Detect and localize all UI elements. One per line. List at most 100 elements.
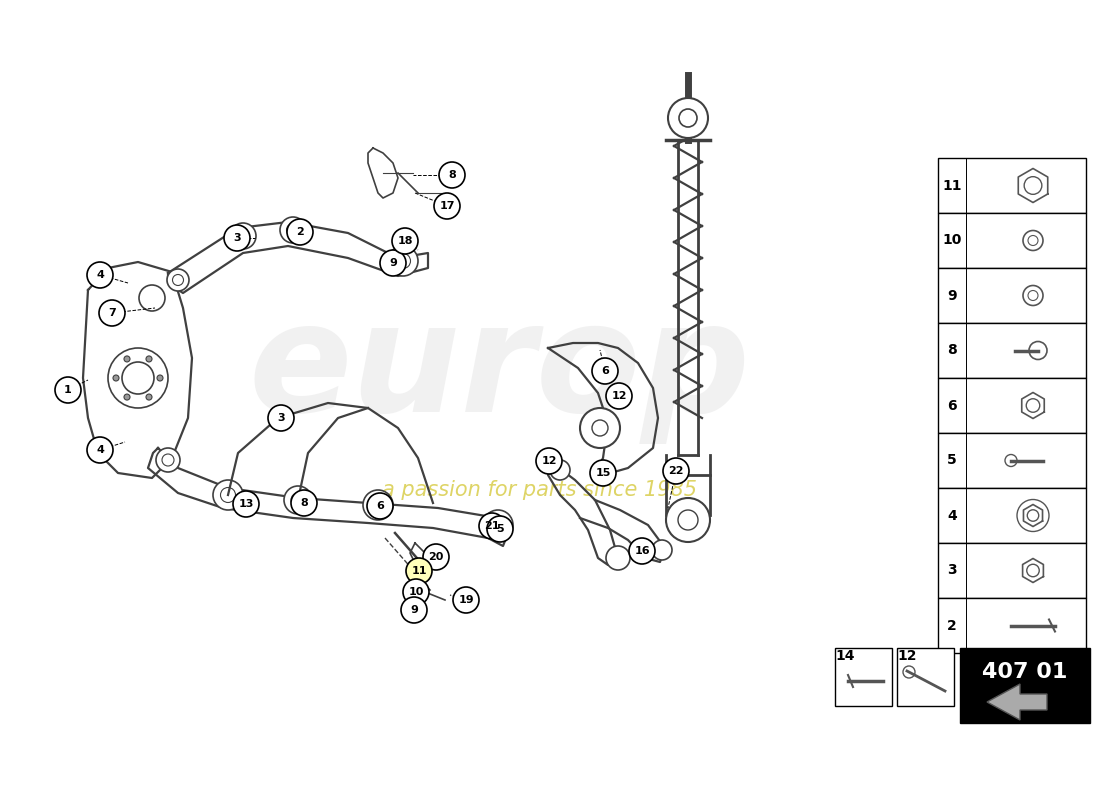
Text: 12: 12: [541, 456, 557, 466]
Text: 9: 9: [947, 289, 957, 302]
Circle shape: [224, 225, 250, 251]
Circle shape: [439, 162, 465, 188]
Circle shape: [424, 544, 449, 570]
Circle shape: [113, 375, 119, 381]
Text: 13: 13: [239, 499, 254, 509]
Text: 1: 1: [64, 385, 72, 395]
Circle shape: [230, 223, 256, 249]
Circle shape: [478, 513, 505, 539]
Text: 407 01: 407 01: [982, 662, 1068, 682]
Circle shape: [157, 375, 163, 381]
Circle shape: [483, 510, 513, 540]
Text: 10: 10: [408, 587, 424, 597]
Circle shape: [487, 516, 513, 542]
Circle shape: [146, 356, 152, 362]
Text: 16: 16: [635, 546, 650, 556]
Text: 2: 2: [296, 227, 304, 237]
Circle shape: [590, 460, 616, 486]
Text: 5: 5: [947, 454, 957, 467]
Text: 8: 8: [448, 170, 455, 180]
Circle shape: [606, 383, 632, 409]
Circle shape: [580, 408, 620, 448]
Circle shape: [629, 538, 654, 564]
Circle shape: [287, 219, 314, 245]
Text: 5: 5: [496, 524, 504, 534]
Circle shape: [268, 405, 294, 431]
Circle shape: [99, 300, 125, 326]
Circle shape: [606, 546, 630, 570]
Circle shape: [167, 269, 189, 291]
Text: 15: 15: [595, 468, 610, 478]
Text: 20: 20: [428, 552, 443, 562]
Circle shape: [233, 491, 258, 517]
Text: 8: 8: [947, 343, 957, 358]
Text: 6: 6: [601, 366, 609, 376]
Text: 12: 12: [898, 649, 916, 663]
Text: 4: 4: [96, 445, 103, 455]
Text: europ: europ: [249, 295, 751, 445]
Circle shape: [668, 98, 708, 138]
Circle shape: [402, 597, 427, 623]
Text: 6: 6: [947, 398, 957, 413]
Circle shape: [666, 498, 710, 542]
Circle shape: [363, 490, 393, 520]
Circle shape: [280, 217, 306, 243]
Circle shape: [663, 458, 689, 484]
Circle shape: [550, 460, 570, 480]
Circle shape: [55, 377, 81, 403]
Text: a passion for parts since 1985: a passion for parts since 1985: [383, 480, 697, 500]
Bar: [938, 488, 1086, 543]
Circle shape: [87, 437, 113, 463]
Text: 18: 18: [397, 236, 412, 246]
Circle shape: [284, 486, 312, 514]
Bar: [938, 378, 1086, 433]
Circle shape: [434, 193, 460, 219]
Text: 8: 8: [300, 498, 308, 508]
Bar: [938, 158, 1086, 213]
Circle shape: [292, 490, 317, 516]
Text: 3: 3: [277, 413, 285, 423]
Text: 9: 9: [389, 258, 397, 268]
Circle shape: [124, 356, 130, 362]
Circle shape: [453, 587, 478, 613]
Circle shape: [652, 540, 672, 560]
Bar: [835, 648, 892, 706]
Text: 2: 2: [947, 618, 957, 633]
Circle shape: [592, 358, 618, 384]
Text: 3: 3: [947, 563, 957, 578]
Text: 11: 11: [943, 178, 961, 193]
Text: 4: 4: [96, 270, 103, 280]
Bar: [938, 598, 1086, 653]
Circle shape: [213, 480, 243, 510]
Polygon shape: [987, 684, 1047, 720]
Bar: [896, 648, 954, 706]
Bar: [938, 213, 1086, 268]
Text: 10: 10: [943, 234, 961, 247]
Text: 6: 6: [376, 501, 384, 511]
Circle shape: [379, 250, 406, 276]
Circle shape: [367, 493, 393, 519]
Bar: [938, 268, 1086, 323]
Text: 17: 17: [439, 201, 454, 211]
Bar: [938, 543, 1086, 598]
Circle shape: [124, 394, 130, 400]
Text: 22: 22: [669, 466, 684, 476]
Text: 11: 11: [411, 566, 427, 576]
Text: 14: 14: [835, 649, 855, 663]
Text: 21: 21: [484, 521, 499, 531]
Bar: [938, 433, 1086, 488]
Circle shape: [156, 448, 180, 472]
Text: 3: 3: [233, 233, 241, 243]
Bar: [960, 648, 1090, 723]
Text: 7: 7: [108, 308, 115, 318]
Circle shape: [536, 448, 562, 474]
Bar: [938, 323, 1086, 378]
Text: 9: 9: [410, 605, 418, 615]
Circle shape: [406, 558, 432, 584]
Text: 4: 4: [947, 509, 957, 522]
Text: 19: 19: [459, 595, 474, 605]
Circle shape: [87, 262, 113, 288]
Circle shape: [403, 579, 429, 605]
Text: 12: 12: [612, 391, 627, 401]
Circle shape: [146, 394, 152, 400]
